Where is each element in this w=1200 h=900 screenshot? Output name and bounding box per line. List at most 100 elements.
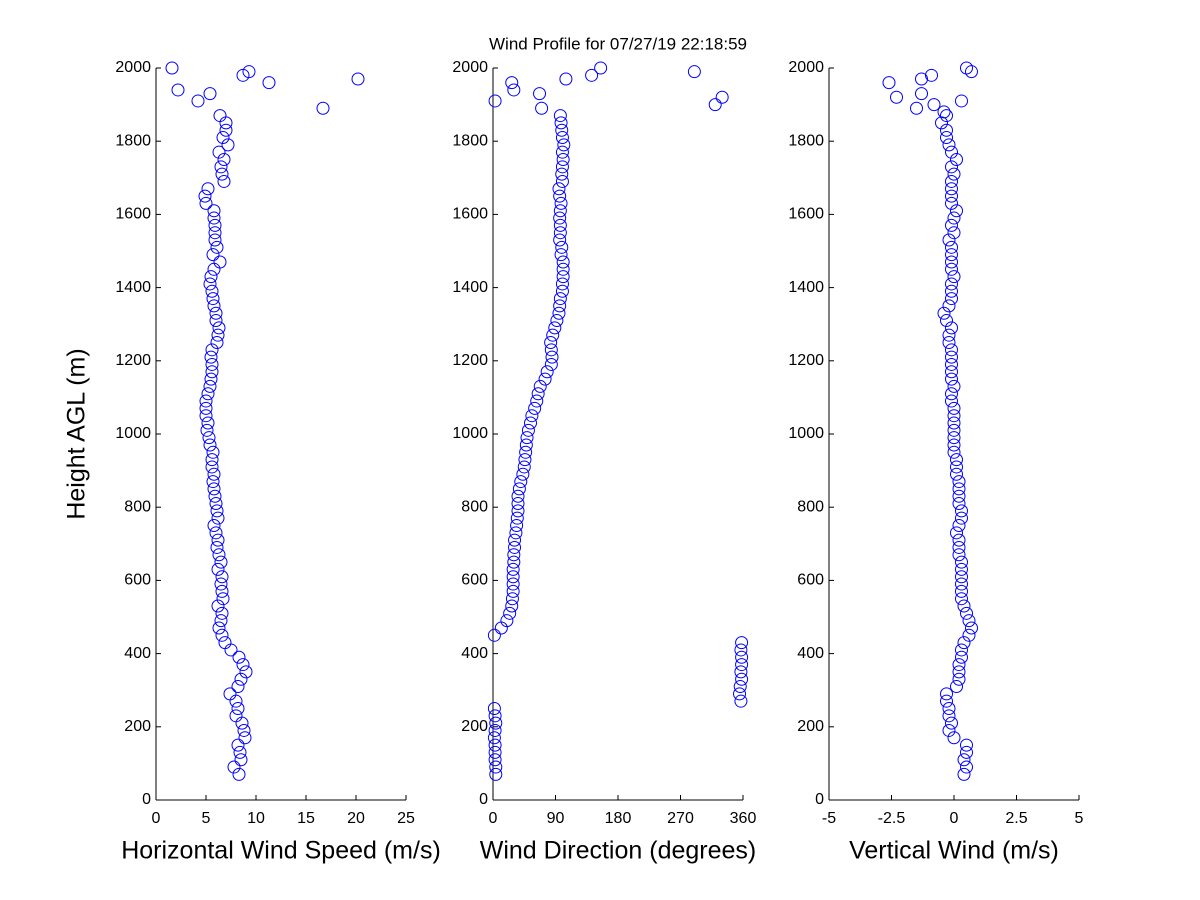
data-point — [945, 262, 958, 276]
data-point — [950, 467, 963, 481]
data-point — [544, 343, 558, 357]
data-point — [960, 745, 973, 759]
data-point — [229, 709, 243, 723]
data-point — [214, 160, 228, 174]
y-tick-label: 600 — [797, 572, 824, 589]
data-point — [555, 131, 569, 145]
data-point — [219, 123, 233, 137]
x-tick-label: 360 — [730, 810, 757, 827]
data-point — [236, 68, 250, 82]
data-point — [204, 270, 218, 284]
x-tick-label: 2.5 — [1005, 810, 1027, 827]
data-point — [555, 240, 569, 254]
data-point — [231, 680, 245, 694]
data-point — [217, 174, 231, 188]
y-axis-label: Height AGL (m) — [63, 348, 91, 519]
data-point — [530, 394, 544, 408]
data-point — [955, 577, 968, 591]
data-point — [215, 584, 229, 598]
data-point — [957, 636, 971, 650]
data-point — [519, 445, 533, 459]
data-point — [708, 98, 722, 112]
data-point — [199, 401, 213, 415]
x-tick-label: 0 — [152, 810, 161, 827]
data-point — [952, 548, 966, 562]
data-point — [488, 94, 502, 108]
y-tick-label: 200 — [797, 718, 824, 735]
data-point — [519, 438, 533, 452]
data-point — [538, 372, 552, 386]
data-point — [556, 153, 570, 166]
data-point — [512, 482, 526, 496]
data-point — [205, 365, 219, 379]
data-point — [205, 460, 219, 474]
data-point — [238, 731, 252, 745]
y-tick-label: 1800 — [788, 132, 824, 149]
data-point — [237, 723, 251, 737]
data-point — [910, 101, 923, 115]
data-point — [952, 533, 966, 547]
data-point — [945, 387, 958, 401]
data-point — [203, 277, 217, 291]
data-point — [488, 709, 502, 723]
data-point — [555, 174, 569, 188]
data-point — [945, 292, 958, 306]
data-point — [505, 592, 519, 606]
y-tick-label: 1800 — [115, 132, 151, 149]
y-tick-label: 1400 — [788, 279, 824, 296]
data-point — [955, 592, 968, 606]
data-point — [206, 248, 220, 262]
data-point — [955, 562, 968, 576]
data-point — [734, 643, 748, 657]
data-point — [945, 218, 958, 232]
data-point — [517, 460, 531, 474]
data-point — [508, 540, 522, 554]
data-point — [952, 475, 966, 489]
data-point — [945, 350, 958, 364]
data-point — [487, 702, 501, 715]
data-point — [955, 511, 968, 525]
data-point — [945, 277, 958, 291]
y-tick-label: 1600 — [115, 206, 151, 223]
data-point — [202, 431, 216, 445]
data-point — [947, 409, 961, 423]
x-tick-label: -2.5 — [878, 810, 906, 827]
y-tick-label: 2000 — [788, 59, 824, 76]
data-point — [211, 511, 225, 525]
data-point — [940, 131, 953, 145]
data-point — [505, 76, 519, 90]
data-point — [942, 233, 956, 247]
y-tick-label: 1200 — [788, 352, 824, 369]
data-point — [201, 387, 215, 401]
data-point — [521, 423, 535, 437]
data-point — [734, 665, 748, 679]
data-point — [208, 218, 222, 232]
y-tick-label: 800 — [124, 498, 151, 515]
data-point — [205, 284, 219, 298]
data-point — [553, 233, 567, 247]
data-point — [960, 760, 973, 774]
x-tick-label: 10 — [247, 810, 265, 827]
data-point — [206, 475, 220, 489]
data-point — [942, 299, 956, 313]
data-point — [594, 61, 608, 75]
data-point — [965, 621, 978, 635]
data-point — [207, 204, 221, 218]
data-point — [550, 314, 564, 328]
data-point — [205, 357, 219, 371]
data-point — [489, 767, 503, 781]
x-tick-label: 0 — [489, 810, 498, 827]
data-point — [915, 87, 928, 101]
x-tick-label: 20 — [347, 810, 365, 827]
data-point — [209, 526, 223, 540]
data-point — [210, 540, 224, 554]
data-point — [687, 65, 701, 79]
data-point — [950, 204, 963, 218]
y-tick-label: 1000 — [788, 425, 824, 442]
data-point — [214, 577, 228, 591]
y-tick-label: 1400 — [115, 279, 151, 296]
data-point — [952, 482, 966, 496]
data-point — [200, 423, 214, 437]
data-point — [208, 226, 222, 240]
